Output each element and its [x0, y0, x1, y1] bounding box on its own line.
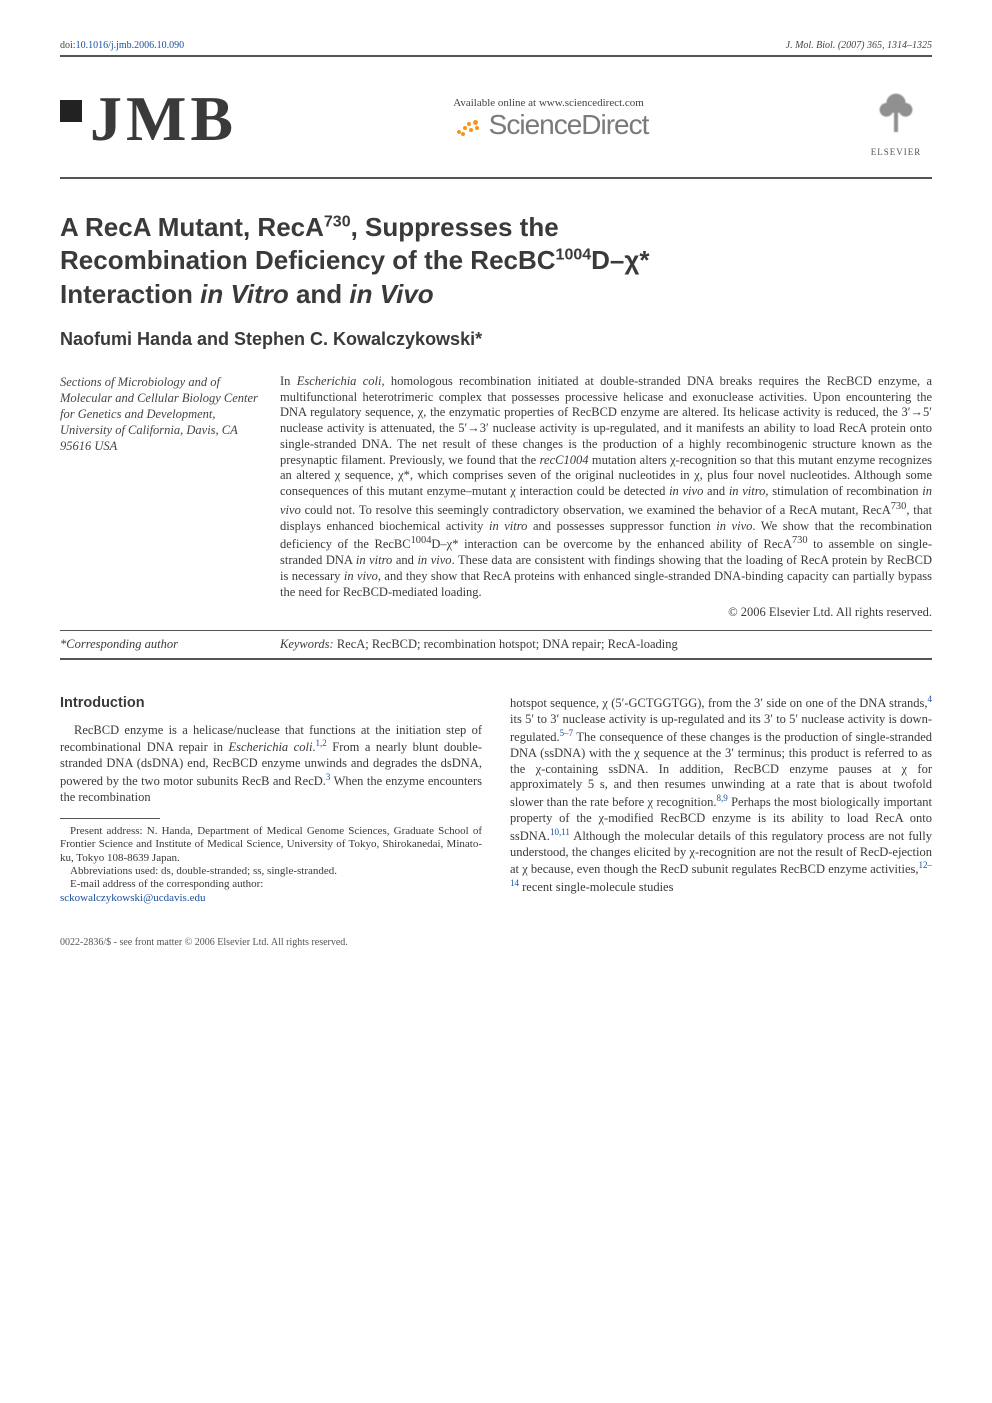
title-seg: and: [289, 279, 350, 309]
elsevier-block: ELSEVIER: [860, 81, 932, 157]
keywords-row: *Corresponding author Keywords: RecA; Re…: [60, 630, 932, 660]
ref-link[interactable]: 10,11: [550, 827, 570, 837]
doi-prefix: doi:: [60, 40, 76, 51]
article-title: A RecA Mutant, RecA730, Suppresses the R…: [60, 211, 932, 311]
sd-available-text: Available online at www.sciencedirect.co…: [449, 97, 649, 109]
abs-seg: In: [280, 374, 297, 388]
footnotes: Present address: N. Handa, Department of…: [60, 825, 482, 905]
intro-paragraph-col2: hotspot sequence, χ (5′-GCTGGTGG), from …: [510, 694, 932, 896]
abs-italic: in vivo: [417, 553, 451, 567]
footnote-email: E-mail address of the corresponding auth…: [60, 878, 482, 905]
title-seg: Recombination Deficiency of the RecBC: [60, 245, 556, 275]
journal-reference: J. Mol. Biol. (2007) 365, 1314–1325: [786, 40, 932, 51]
intro-seg: Although the molecular details of this r…: [510, 829, 932, 877]
abs-seg: , stimulation of recombination: [765, 484, 922, 498]
elsevier-tree-icon: [864, 81, 928, 145]
keywords-label: Keywords:: [280, 637, 334, 651]
title-seg: A RecA Mutant, RecA: [60, 212, 324, 242]
footnote-rule: [60, 818, 160, 819]
corresponding-email-link[interactable]: sckowalczykowski@ucdavis.edu: [60, 892, 205, 904]
abstract-grid: Sections of Microbiology and of Molecula…: [60, 374, 932, 621]
abs-sup: 730: [792, 535, 808, 546]
abs-seg: and possesses suppressor function: [527, 519, 716, 533]
abs-seg: , and they show that RecA proteins with …: [280, 569, 932, 599]
keywords-text: RecA; RecBCD; recombination hotspot; DNA…: [334, 637, 678, 651]
abs-italic: in vitro: [489, 519, 527, 533]
introduction-heading: Introduction: [60, 694, 482, 712]
sciencedirect-block: Available online at www.sciencedirect.co…: [449, 97, 649, 141]
title-seg: Interaction: [60, 279, 200, 309]
doi: doi:10.1016/j.jmb.2006.10.090: [60, 40, 184, 51]
front-matter-line: 0022-2836/$ - see front matter © 2006 El…: [60, 937, 932, 948]
affiliation: Sections of Microbiology and of Molecula…: [60, 374, 260, 621]
title-seg: D–χ*: [591, 245, 649, 275]
jmb-logo: JMB: [60, 82, 237, 156]
footnote-abbreviations: Abbreviations used: ds, double-stranded;…: [60, 865, 482, 878]
abs-seg: and: [703, 484, 728, 498]
sd-logo-row: ScienceDirect: [449, 109, 649, 141]
abs-italic: in vivo: [716, 519, 752, 533]
abs-italic: recC1004: [540, 453, 589, 467]
keywords: Keywords: RecA; RecBCD; recombination ho…: [280, 637, 932, 652]
intro-italic: Escherichia coli: [228, 741, 312, 755]
abs-seg: could not. To resolve this seemingly con…: [301, 503, 891, 517]
title-italic: in Vitro: [200, 279, 289, 309]
ref-link[interactable]: 1,2: [316, 738, 327, 748]
top-rule: [60, 177, 932, 179]
header-logos: JMB Available online at www.sciencedirec…: [60, 69, 932, 169]
doi-link[interactable]: 10.1016/j.jmb.2006.10.090: [76, 40, 185, 51]
abs-seg: D–χ* interaction can be overcome by the …: [431, 538, 792, 552]
corresponding-author: *Corresponding author: [60, 637, 260, 652]
sciencedirect-dots-icon: [449, 116, 485, 136]
abs-sup: 730: [891, 501, 907, 512]
ref-link[interactable]: 5–7: [560, 728, 574, 738]
doi-journal-line: doi:10.1016/j.jmb.2006.10.090 J. Mol. Bi…: [60, 40, 932, 57]
copyright: © 2006 Elsevier Ltd. All rights reserved…: [280, 605, 932, 621]
abs-italic: in vivo: [344, 569, 378, 583]
title-italic: in Vivo: [349, 279, 433, 309]
abstract-text: In Escherichia coli, homologous recombin…: [280, 374, 932, 621]
jmb-dot-icon: [60, 100, 82, 122]
abs-seg: and: [392, 553, 417, 567]
intro-seg: hotspot sequence, χ (5′-GCTGGTGG), from …: [510, 697, 928, 711]
title-sup: 730: [324, 213, 351, 230]
elsevier-label: ELSEVIER: [860, 147, 932, 157]
title-seg: , Suppresses the: [351, 212, 559, 242]
ref-link[interactable]: 4: [928, 694, 933, 704]
abs-italic: Escherichia coli: [297, 374, 382, 388]
ref-link[interactable]: 8,9: [717, 793, 728, 803]
jmb-text: JMB: [90, 83, 237, 154]
intro-paragraph: RecBCD enzyme is a helicase/nuclease tha…: [60, 723, 482, 806]
footnote-email-label: E-mail address of the corresponding auth…: [70, 878, 263, 890]
abs-italic: in vivo: [669, 484, 703, 498]
body-columns: Introduction RecBCD enzyme is a helicase…: [60, 694, 932, 905]
footnote-present-address: Present address: N. Handa, Department of…: [60, 825, 482, 865]
sciencedirect-label: ScienceDirect: [489, 109, 649, 140]
abs-sup: 1004: [411, 535, 432, 546]
title-sup: 1004: [556, 247, 592, 264]
authors: Naofumi Handa and Stephen C. Kowalczykow…: [60, 329, 932, 350]
abs-italic: in vitro: [356, 553, 392, 567]
intro-seg: recent single-molecule studies: [519, 881, 673, 895]
abs-italic: in vitro: [729, 484, 766, 498]
